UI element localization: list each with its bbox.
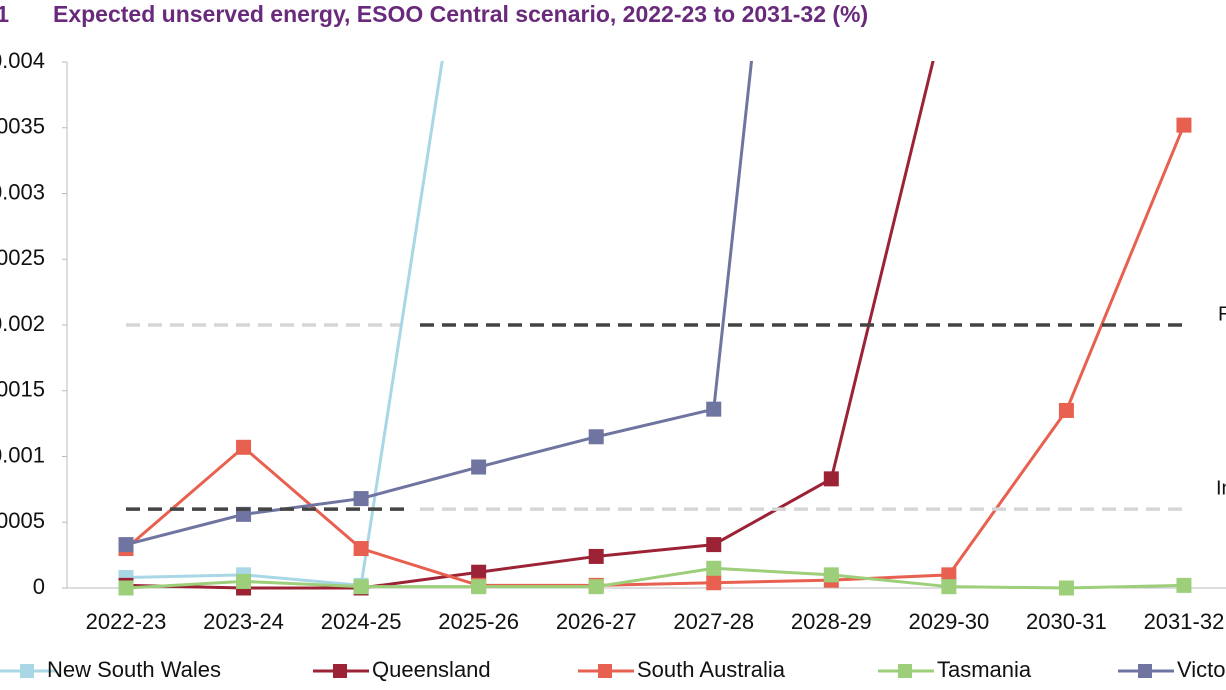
data-point bbox=[823, 567, 839, 583]
y-tick-label: 0.0035 bbox=[0, 114, 45, 139]
chart-title: Expected unserved energy, ESOO Central s… bbox=[53, 1, 868, 27]
data-point bbox=[353, 579, 369, 595]
data-point bbox=[942, 0, 956, 3]
legend-marker bbox=[20, 664, 34, 678]
y-tick-label: 0.0025 bbox=[0, 245, 45, 270]
x-tick-label: 2030-31 bbox=[1026, 609, 1107, 634]
data-point bbox=[1058, 402, 1074, 418]
data-point bbox=[353, 491, 369, 507]
y-tick-label: 0.001 bbox=[0, 442, 45, 467]
x-tick-label: 2023-24 bbox=[203, 609, 284, 634]
legend-label: Queensland bbox=[372, 657, 491, 682]
y-tick-label: 0.003 bbox=[0, 179, 45, 204]
data-point bbox=[823, 471, 839, 487]
plot-area bbox=[118, 0, 1192, 596]
series-line bbox=[125, 566, 1184, 590]
x-tick-label: 2027-28 bbox=[673, 609, 754, 634]
legend-label: South Australia bbox=[637, 657, 786, 682]
y-tick-label: 0.002 bbox=[0, 311, 45, 336]
data-point bbox=[236, 573, 252, 589]
data-point bbox=[706, 401, 722, 417]
data-point bbox=[471, 459, 487, 475]
data-point bbox=[706, 560, 722, 576]
data-point bbox=[471, 564, 487, 580]
data-point bbox=[588, 579, 604, 595]
data-point bbox=[706, 537, 722, 553]
figure-label: Figure 1 bbox=[0, 1, 9, 27]
series-line bbox=[125, 61, 935, 590]
data-point bbox=[1058, 580, 1074, 596]
legend-label: New South Wales bbox=[47, 657, 221, 682]
data-point bbox=[118, 537, 134, 553]
legend-marker bbox=[333, 664, 347, 678]
x-tick-label: 2022-23 bbox=[86, 609, 167, 634]
x-tick-label: 2031-32 bbox=[1144, 609, 1225, 634]
legend-marker bbox=[598, 664, 612, 678]
x-tick-label: 2028-29 bbox=[791, 609, 872, 634]
x-tick-label: 2029-30 bbox=[908, 609, 989, 634]
data-point bbox=[236, 439, 252, 455]
y-tick-label: 0 bbox=[33, 574, 45, 599]
reference-label: Interim reliability measure bbox=[1216, 477, 1226, 499]
x-tick-label: 2024-25 bbox=[321, 609, 402, 634]
reference-label: Reliability standard bbox=[1218, 303, 1226, 325]
x-tick-label: 2026-27 bbox=[556, 609, 637, 634]
x-tick-label: 2025-26 bbox=[438, 609, 519, 634]
data-point bbox=[1176, 577, 1192, 593]
y-tick-label: 0.004 bbox=[0, 48, 45, 73]
data-point bbox=[1176, 117, 1192, 133]
data-point bbox=[471, 579, 487, 595]
y-tick-label: 0.0015 bbox=[0, 377, 45, 402]
data-point bbox=[118, 580, 134, 596]
legend-marker bbox=[898, 664, 912, 678]
data-point bbox=[588, 429, 604, 445]
series-line bbox=[125, 61, 444, 587]
legend-label: Victoria bbox=[1177, 657, 1226, 682]
data-point bbox=[588, 548, 604, 564]
y-tick-label: 0.0005 bbox=[0, 508, 45, 533]
legend-marker bbox=[1138, 664, 1152, 678]
series-line bbox=[125, 124, 1186, 587]
legend-label: Tasmania bbox=[937, 657, 1032, 682]
data-point bbox=[941, 579, 957, 595]
data-point bbox=[353, 541, 369, 557]
data-point bbox=[706, 575, 722, 591]
